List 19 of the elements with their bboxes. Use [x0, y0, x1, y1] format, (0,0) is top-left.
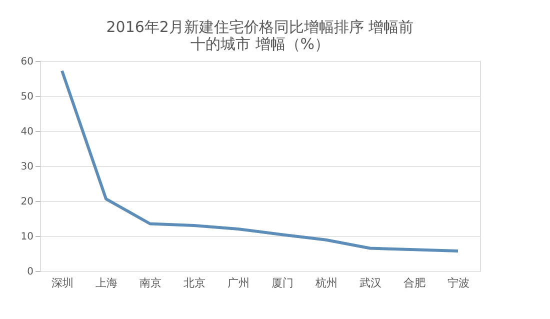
y-tick-label: 0 [27, 266, 34, 278]
x-tick-label: 厦门 [272, 276, 294, 290]
y-tick-label: 30 [20, 162, 34, 172]
x-tick-label: 深圳 [52, 276, 74, 290]
y-tick-label: 40 [20, 126, 34, 138]
x-tick-label: 武汉 [360, 276, 382, 290]
x-tick-label: 合肥 [404, 276, 426, 290]
x-tick-label: 上海 [96, 276, 118, 290]
x-tick-label: 广州 [228, 276, 250, 290]
x-tick-label: 杭州 [314, 276, 338, 290]
x-tick-label: 南京 [140, 276, 162, 290]
y-tick-label: 50 [20, 92, 34, 102]
line-series [60, 69, 460, 253]
y-tick-label: 10 [20, 232, 34, 242]
x-tick-label: 北京 [184, 276, 206, 290]
y-tick-label: 60 [20, 56, 34, 68]
y-tick-label: 20 [20, 196, 34, 208]
chart-title: 2016年2月新建住宅价格同比增幅排序 增幅前十的城市 增幅（%） [106, 18, 414, 53]
x-tick-label: 宁波 [448, 276, 470, 290]
